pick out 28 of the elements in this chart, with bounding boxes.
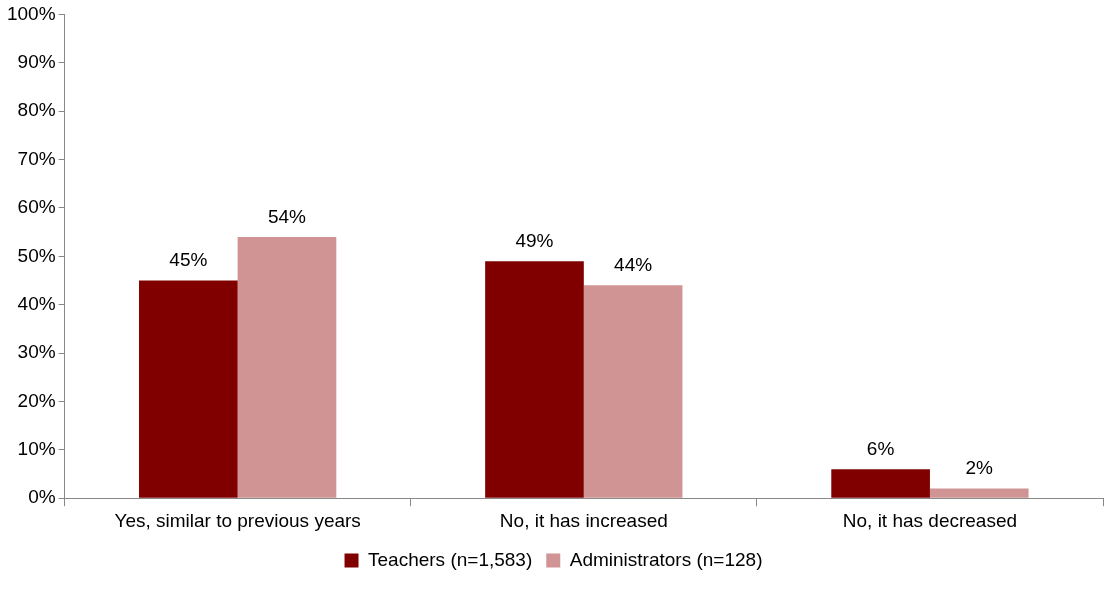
data-label: 2% (965, 457, 994, 479)
y-tick-label: 70% (17, 147, 56, 169)
y-tick-label: 10% (17, 438, 56, 460)
data-label: 6% (866, 437, 895, 459)
data-label: 54% (267, 205, 307, 227)
y-tick-label: 90% (17, 51, 56, 73)
bar (583, 285, 683, 498)
bar (831, 469, 930, 498)
legend-label: Teachers (n=1,583) (368, 548, 533, 570)
data-label: 49% (515, 229, 554, 251)
x-tick-label: No, it has decreased (842, 509, 1018, 531)
x-tick-label: No, it has increased (499, 509, 668, 531)
y-tick-label: 30% (17, 341, 56, 363)
legend-label: Administrators (n=128) (569, 548, 763, 570)
bar (237, 236, 337, 498)
bar (485, 261, 584, 498)
y-tick-label: 20% (17, 389, 56, 411)
data-label: 45% (169, 249, 208, 271)
data-label: 44% (614, 254, 653, 276)
y-tick-label: 0% (28, 486, 56, 508)
y-tick-label: 50% (17, 244, 56, 266)
y-tick-label: 40% (17, 292, 56, 314)
y-tick-label: 100% (6, 2, 56, 24)
y-tick-label: 80% (17, 99, 56, 121)
y-tick-label: 60% (17, 196, 56, 218)
x-tick-label: Yes, similar to previous years (114, 509, 361, 531)
bar (139, 280, 238, 498)
bar (929, 488, 1029, 498)
